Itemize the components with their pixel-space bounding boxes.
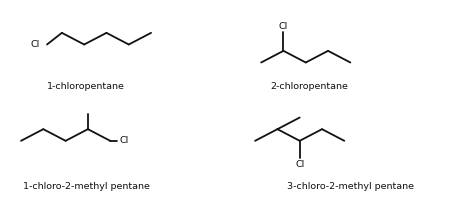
Text: 3-chloro-2-methyl pentane: 3-chloro-2-methyl pentane — [287, 182, 414, 191]
Text: 1-chloro-2-methyl pentane: 1-chloro-2-methyl pentane — [23, 182, 149, 191]
Text: Cl: Cl — [30, 40, 39, 49]
Text: 2-chloropentane: 2-chloropentane — [270, 82, 348, 91]
Text: Cl: Cl — [119, 136, 129, 145]
Text: 1-chloropentane: 1-chloropentane — [47, 82, 125, 91]
Text: Cl: Cl — [279, 22, 288, 30]
Text: Cl: Cl — [295, 160, 304, 169]
